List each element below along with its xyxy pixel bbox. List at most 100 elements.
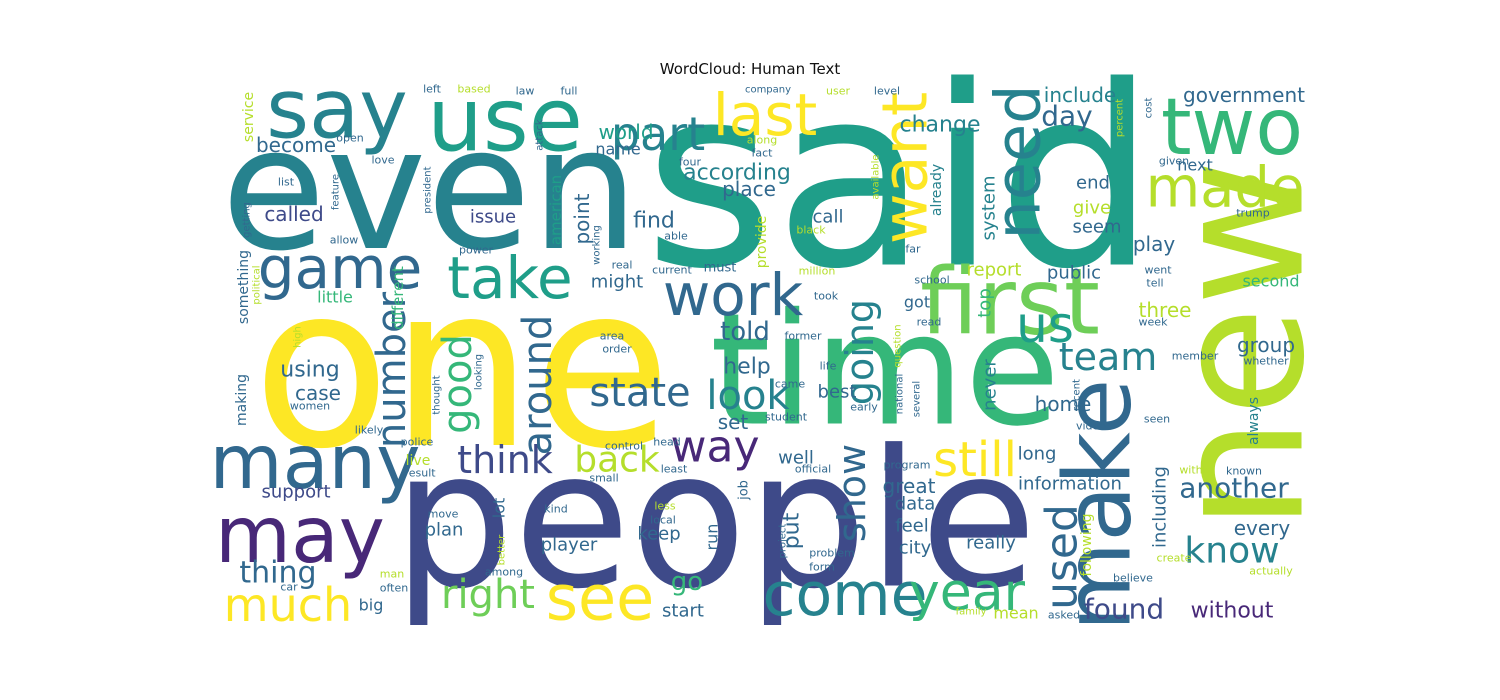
word-change: change xyxy=(900,113,981,138)
word-big: big xyxy=(359,596,384,615)
word-order: order xyxy=(602,343,632,356)
word-thing: thing xyxy=(239,556,316,591)
word-different: different xyxy=(389,266,407,330)
word-area: area xyxy=(600,330,625,343)
word-control: control xyxy=(605,440,643,453)
word-look: look xyxy=(706,373,790,419)
word-people: people xyxy=(393,410,1037,631)
word-trump: trump xyxy=(1236,207,1270,220)
word-week: week xyxy=(1139,316,1169,329)
word-back: back xyxy=(574,440,660,481)
word-percent: percent xyxy=(1115,99,1126,137)
word-took: took xyxy=(814,290,839,303)
word-whether: whether xyxy=(1243,355,1289,368)
word-came: came xyxy=(775,378,806,391)
word-early: early xyxy=(850,401,878,414)
word-use: use xyxy=(427,69,583,172)
word-known: known xyxy=(1226,465,1262,478)
word-often: often xyxy=(380,582,408,595)
word-tell: tell xyxy=(1146,277,1163,290)
word-many: many xyxy=(210,418,421,506)
word-government: government xyxy=(1183,83,1305,107)
word-thought: thought xyxy=(432,375,443,414)
word-head: head xyxy=(653,436,680,449)
word-user: user xyxy=(826,85,850,98)
word-time: time xyxy=(710,280,1060,461)
word-love: love xyxy=(371,154,394,167)
word-result: result xyxy=(404,467,436,480)
word-run: run xyxy=(703,524,722,551)
word-find: find xyxy=(633,209,675,234)
word-provide: provide xyxy=(754,216,770,269)
word-president: president xyxy=(423,166,434,213)
word-year: year xyxy=(909,563,1026,623)
word-car: car xyxy=(280,581,298,594)
word-seen: seen xyxy=(1144,413,1170,426)
word-following: following xyxy=(1079,514,1095,577)
word-member: member xyxy=(1172,350,1219,363)
word-read: read xyxy=(917,316,942,329)
word-even: even xyxy=(221,91,639,289)
word-point: point xyxy=(570,193,594,244)
word-according: according xyxy=(683,161,791,186)
word-current: current xyxy=(652,264,692,277)
word-got: got xyxy=(904,293,930,312)
word-day: day xyxy=(1041,100,1093,133)
word-found: found xyxy=(1084,593,1164,626)
word-never: never xyxy=(980,359,1001,411)
word-life: life xyxy=(820,360,837,373)
word-think: think xyxy=(457,438,553,482)
word-less: less xyxy=(654,500,676,513)
word-feature: feature xyxy=(331,174,342,210)
word-information: information xyxy=(1018,474,1122,495)
word-may: may xyxy=(215,491,385,581)
word-far: far xyxy=(905,243,921,256)
word-service: service xyxy=(241,92,257,142)
word-include: include xyxy=(1044,83,1116,107)
word-along: along xyxy=(747,134,777,147)
word-level: level xyxy=(874,85,900,98)
word-always: always xyxy=(1246,397,1262,445)
word-mean: mean xyxy=(993,604,1038,623)
word-went: went xyxy=(1144,264,1172,277)
word-way: way xyxy=(671,422,760,473)
word-one: one xyxy=(253,237,672,499)
word-go: go xyxy=(671,567,703,597)
word-support: support xyxy=(261,482,330,503)
word-must: must xyxy=(704,261,737,276)
word-high: high xyxy=(293,326,304,348)
word-city: city xyxy=(899,538,932,559)
word-least: least xyxy=(661,463,688,476)
word-two: two xyxy=(1161,83,1303,173)
word-report: report xyxy=(967,260,1022,281)
word-used: used xyxy=(1037,504,1088,610)
word-something: something xyxy=(236,250,252,324)
word-asked: asked xyxy=(1048,609,1080,622)
word-help: help xyxy=(723,355,771,380)
word-case: case xyxy=(295,381,341,405)
word-name: name xyxy=(595,140,640,159)
word-still: still xyxy=(933,432,1017,488)
word-attack: attack xyxy=(535,119,546,151)
word-great: great xyxy=(883,474,936,498)
word-company: company xyxy=(745,85,791,96)
word-man: man xyxy=(380,568,404,581)
word-local: local xyxy=(650,514,676,527)
word-create: create xyxy=(1157,552,1192,565)
word-problem: problem xyxy=(809,547,855,560)
word-political: political xyxy=(252,265,263,304)
word-issue: issue xyxy=(470,207,516,228)
word-long: long xyxy=(1018,444,1057,465)
word-data: data xyxy=(895,494,936,515)
word-already: already xyxy=(929,164,945,216)
word-us: us xyxy=(1016,296,1074,354)
word-four: four xyxy=(679,156,702,169)
word-know: know xyxy=(1184,531,1279,572)
word-little: little xyxy=(317,288,353,307)
word-cost: cost xyxy=(1144,98,1155,119)
word-world: world xyxy=(598,120,653,144)
word-recent: recent xyxy=(1072,379,1083,411)
word-plan: plan xyxy=(425,520,464,541)
word-player: player xyxy=(541,535,598,556)
word-new: new xyxy=(1136,159,1345,531)
